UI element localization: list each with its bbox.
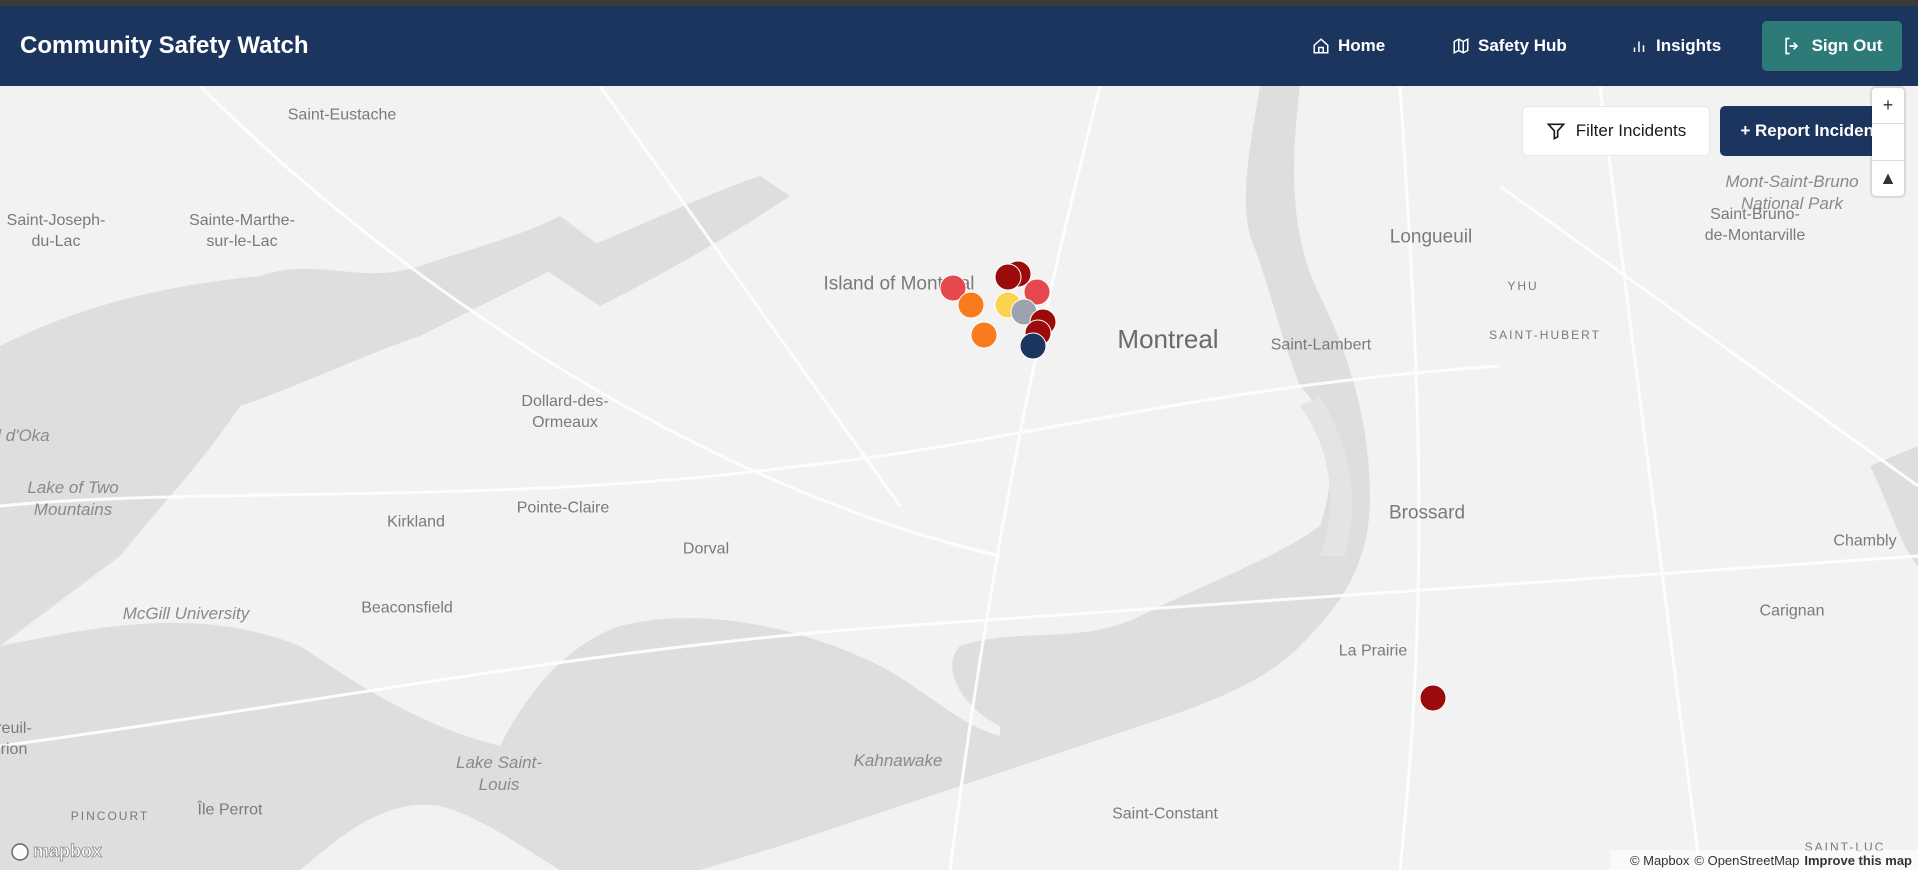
filter-icon [1546, 123, 1566, 140]
map-label: Longueuil [1389, 226, 1473, 248]
map-label: Lake of Two Mountains [27, 477, 119, 519]
map-label: Chambly [1833, 532, 1897, 550]
map-label: Mont-Saint-Bruno National Park [1725, 171, 1859, 213]
sign-out-icon [1784, 37, 1798, 55]
report-incident-button[interactable]: + Report Incident [1720, 106, 1900, 156]
map-label: YHU [1507, 279, 1539, 294]
report-incident-label: + Report Incident [1740, 121, 1880, 140]
zoom-out-button[interactable] [1872, 124, 1904, 161]
nav-home-label: Home [1338, 36, 1386, 55]
map-label: Saint-Eustache [287, 106, 397, 124]
map-label: Island of Montreal [823, 273, 975, 295]
mapbox-logo-icon [11, 842, 29, 861]
app-header: Community Safety Watch Home Safety Hub I… [0, 6, 1918, 86]
map-label: Lake Saint- Louis [456, 752, 542, 794]
map-label: PINCOURT [70, 809, 150, 824]
map-label: SAINT-HUBERT [1489, 328, 1601, 343]
map-label: Île Perrot [197, 801, 263, 819]
nav-home[interactable]: Home [1312, 6, 1385, 86]
sign-out-button[interactable]: Sign Out [1762, 21, 1902, 71]
map-label: Carignan [1759, 602, 1825, 620]
map-label: Kahnawake [853, 750, 943, 770]
app-title: Community Safety Watch [20, 32, 309, 59]
nav-insights[interactable]: Insights [1630, 6, 1721, 86]
bar-chart-icon [1633, 41, 1645, 52]
map-label: Saint-Constant [1112, 805, 1218, 823]
map-icon [1453, 38, 1469, 54]
map-label: Kirkland [387, 513, 445, 531]
filter-incidents-label: Filter Incidents [1575, 121, 1687, 140]
map-label: reuil-rion [0, 720, 32, 758]
map-attribution: © Mapbox © OpenStreetMap Improve this ma… [1609, 850, 1918, 870]
incident-marker-medium[interactable] [970, 321, 998, 349]
map-zoom-controls: + ▲ [1872, 88, 1904, 196]
osm-attribution-link[interactable]: © OpenStreetMap [1694, 852, 1800, 868]
mapbox-logo[interactable]: mapbox [10, 841, 102, 862]
window-top-strip [0, 0, 1918, 6]
map-label: Saint-Joseph-du-Lac [6, 212, 106, 250]
map-label: McGill University [122, 603, 250, 623]
mapbox-attribution-link[interactable]: © Mapbox [1629, 852, 1690, 868]
mapbox-logo-text: mapbox [33, 841, 103, 862]
incident-marker-critical[interactable] [1419, 684, 1447, 712]
compass-button[interactable]: ▲ [1879, 167, 1897, 188]
nav-insights-label: Insights [1656, 36, 1722, 55]
map-label: La Prairie [1338, 642, 1408, 660]
map-label: Pointe-Claire [516, 499, 610, 517]
zoom-in-button[interactable]: + [1872, 88, 1904, 125]
map-base [0, 86, 1918, 870]
map-label: Beaconsfield [361, 599, 453, 617]
map-label: Saint-Bruno-de-Montarville [1704, 206, 1806, 244]
filter-incidents-button[interactable]: Filter Incidents [1522, 106, 1710, 156]
map-label: Dorval [682, 540, 730, 558]
map-label: Brossard [1388, 502, 1466, 524]
improve-map-link[interactable]: Improve this map [1804, 852, 1912, 868]
map-label: Dollard-des- Ormeaux [521, 393, 609, 431]
map-label: Sainte-Marthe-sur-le-Lac [189, 212, 295, 250]
map-label: Montreal [1117, 324, 1219, 355]
nav-safety-hub[interactable]: Safety Hub [1452, 6, 1567, 86]
nav-safety-hub-label: Safety Hub [1478, 36, 1567, 55]
incident-marker-info[interactable] [1019, 332, 1047, 360]
incident-marker-medium[interactable] [957, 291, 985, 319]
incident-marker-critical[interactable] [994, 263, 1022, 291]
incident-map[interactable]: Saint-Eustache Saint-Joseph-du-Lac Sainte-… [0, 86, 1918, 870]
sign-out-label: Sign Out [1811, 36, 1883, 55]
map-label: nal d'Oka [0, 425, 50, 445]
map-label: Saint-Lambert [1270, 336, 1372, 354]
home-icon [1313, 38, 1329, 54]
